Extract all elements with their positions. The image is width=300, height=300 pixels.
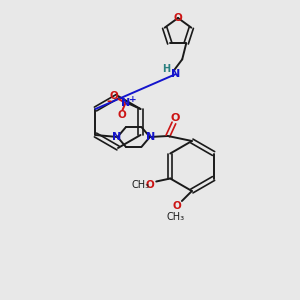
Text: CH₃: CH₃ (131, 179, 149, 190)
Text: O: O (172, 201, 181, 211)
Text: O: O (170, 113, 180, 123)
Text: N: N (112, 132, 121, 142)
Text: -: - (106, 94, 111, 107)
Text: N: N (121, 98, 130, 108)
Text: N: N (146, 132, 155, 142)
Text: N: N (171, 69, 180, 79)
Text: O: O (109, 91, 118, 101)
Text: O: O (117, 110, 126, 120)
Text: CH₃: CH₃ (167, 212, 185, 222)
Text: H: H (162, 64, 170, 74)
Text: O: O (146, 179, 154, 190)
Text: O: O (174, 13, 182, 23)
Text: +: + (129, 94, 136, 103)
